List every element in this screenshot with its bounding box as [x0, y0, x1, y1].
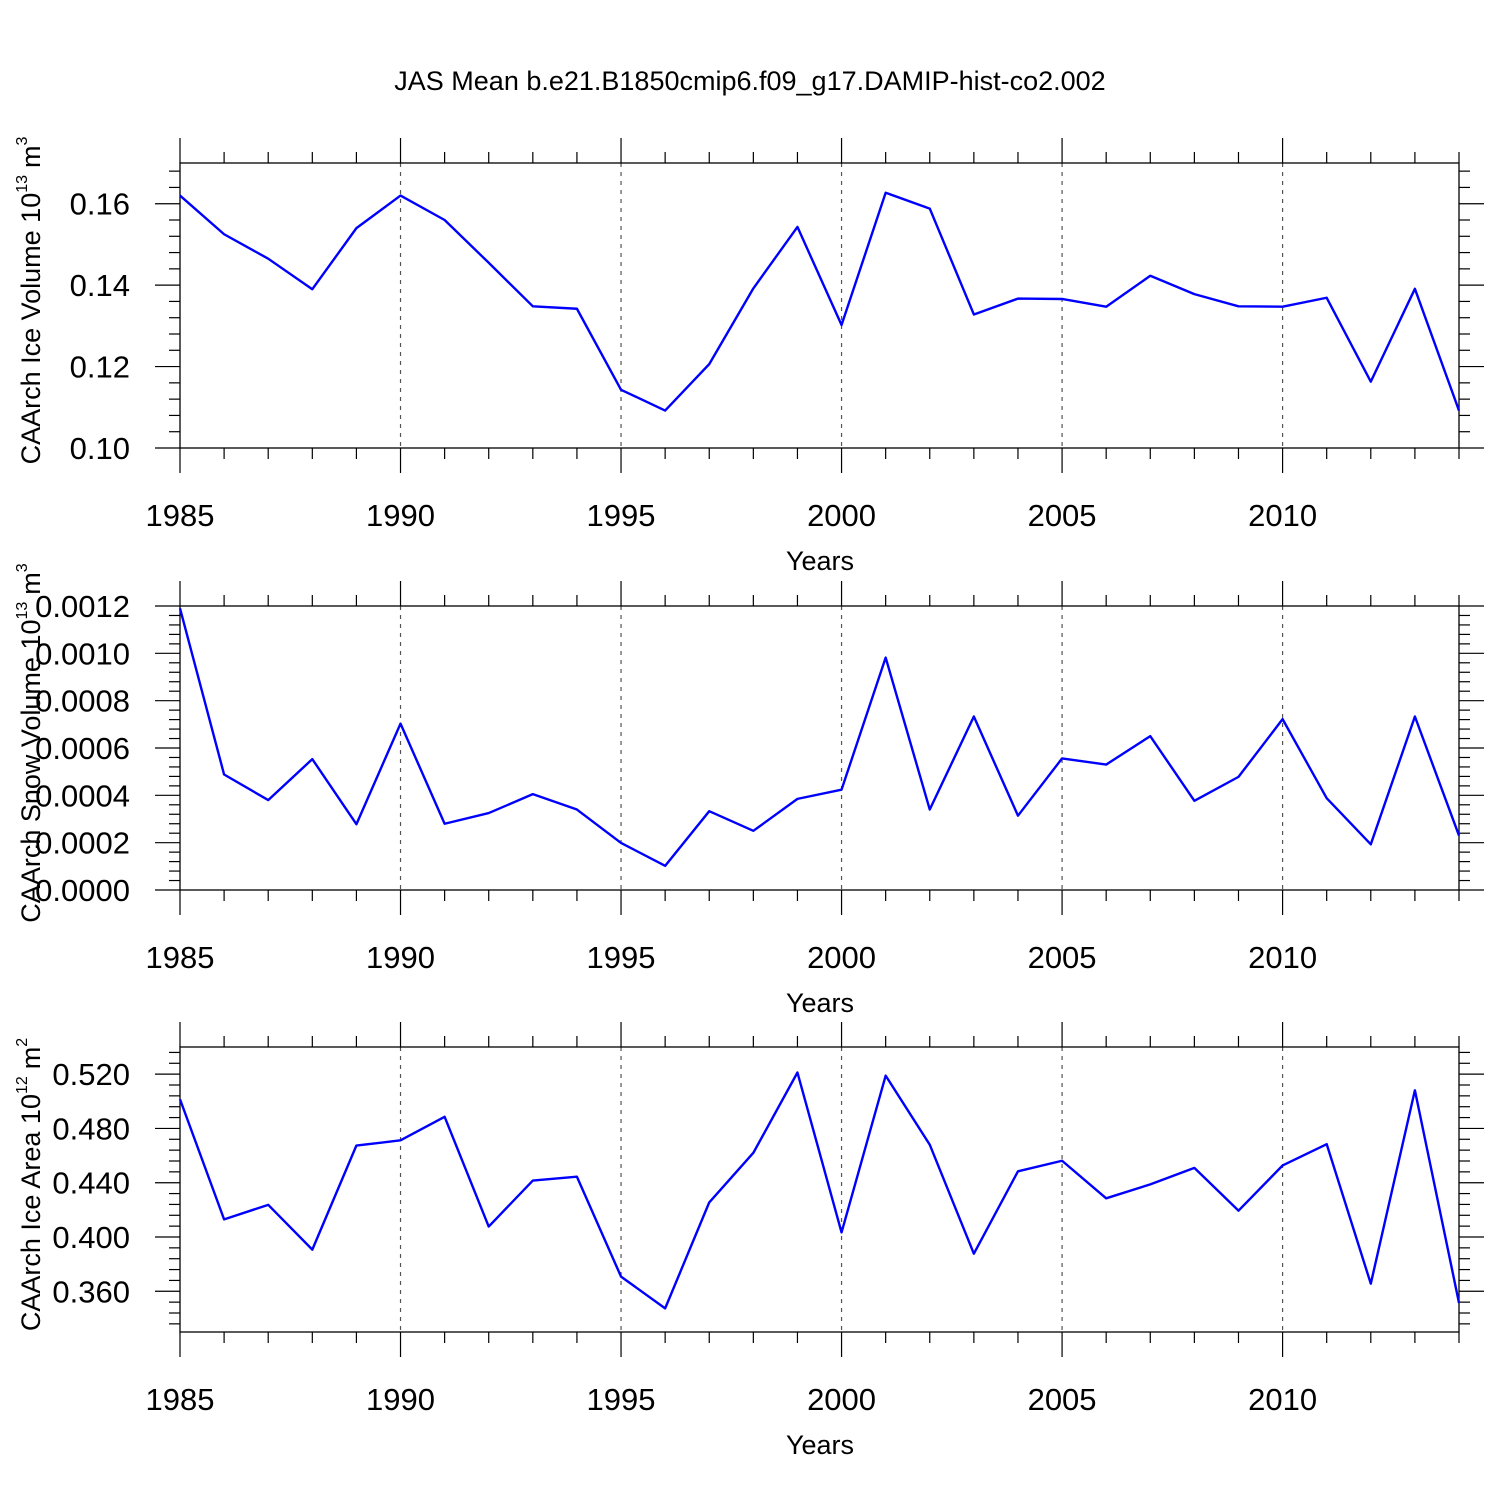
x-tick-label: 1985	[146, 940, 215, 975]
y-axis-label-unit-exponent: 3	[14, 136, 31, 145]
y-axis-label-main: CAArch Ice Volume 10	[16, 193, 46, 465]
plot-frame	[179, 162, 1460, 449]
y-tick-label: 0.0006	[35, 731, 130, 766]
series-line	[178, 608, 1461, 868]
plot-frame	[179, 605, 1460, 891]
panel-ice-area: 1985 1990 1995 2000 2005 2010 Years 0.360 0.400 0…	[14, 1022, 1484, 1460]
x-tick-label: 1995	[587, 1382, 656, 1417]
y-tick-label: 0.0010	[35, 636, 130, 671]
y-tick-label: 0.0002	[35, 826, 130, 861]
y-axis-label-exponent: 12	[14, 1076, 31, 1094]
panel-ice-volume: 1985 1990 1995 2000 2005 2010 Years 0.10 0.12 0.1…	[14, 136, 1484, 576]
y-axis-label-unit: m	[16, 145, 46, 168]
y-tick-label: 0.10	[70, 431, 130, 466]
x-tick-label: 1995	[587, 940, 656, 975]
x-axis-label: Years	[786, 1430, 854, 1460]
y-tick-label: 0.16	[70, 187, 130, 222]
x-tick-label: 1985	[146, 1382, 215, 1417]
y-tick-label: 0.14	[70, 268, 130, 303]
x-tick-label: 2005	[1028, 1382, 1097, 1417]
y-tick-label: 0.480	[52, 1111, 130, 1146]
y-tick-label: 0.440	[52, 1166, 130, 1201]
panel-snow-volume: 1985 1990 1995 2000 2005 2010 Years 0.0000 0.000…	[14, 563, 1484, 1018]
y-axis-label: CAArch Ice Area 1012 m2	[14, 1038, 46, 1331]
x-tick-label: 1995	[587, 498, 656, 533]
plot-frame	[179, 1046, 1460, 1333]
x-tick-label: 2000	[807, 1382, 876, 1417]
x-tick-label: 2000	[807, 940, 876, 975]
y-tick-label: 0.0008	[35, 684, 130, 719]
x-tick-label: 2010	[1248, 940, 1317, 975]
y-axis-label-main: CAArch Snow Volume 10	[16, 620, 46, 923]
y-axis-label-main: CAArch Ice Area 10	[16, 1094, 46, 1331]
y-tick-label: 0.0000	[35, 873, 130, 908]
y-axis-label-unit: m	[16, 1047, 46, 1070]
chart-title: JAS Mean b.e21.B1850cmip6.f09_g17.DAMIP-…	[394, 66, 1105, 96]
y-axis-label-exponent: 13	[14, 602, 31, 620]
y-axis-label: CAArch Ice Volume 1013 m3	[14, 136, 46, 464]
x-tick-label: 2010	[1248, 498, 1317, 533]
x-tick-label: 1990	[366, 498, 435, 533]
x-tick-label: 2010	[1248, 1382, 1317, 1417]
y-tick-label: 0.0004	[35, 778, 130, 813]
x-axis-label: Years	[786, 546, 854, 576]
y-tick-label: 0.400	[52, 1220, 130, 1255]
x-tick-label: 1985	[146, 498, 215, 533]
y-tick-label: 0.520	[52, 1057, 130, 1092]
y-tick-label: 0.12	[70, 350, 130, 385]
x-axis-label: Years	[786, 988, 854, 1018]
y-axis-label-unit-exponent: 2	[14, 1038, 31, 1047]
series-line	[179, 191, 1461, 412]
x-tick-label: 1990	[366, 1382, 435, 1417]
y-axis-label: CAArch Snow Volume 1013 m3	[14, 563, 46, 922]
x-tick-label: 2000	[807, 498, 876, 533]
y-tick-label: 0.360	[52, 1274, 130, 1309]
y-tick-label: 0.0012	[35, 589, 130, 624]
x-tick-label: 2005	[1028, 498, 1097, 533]
y-axis-label-exponent: 13	[14, 175, 31, 193]
y-axis-label-unit-exponent: 3	[14, 563, 31, 572]
x-tick-label: 2005	[1028, 940, 1097, 975]
x-tick-label: 1990	[366, 940, 435, 975]
series-line	[178, 1071, 1461, 1310]
y-axis-label-unit: m	[16, 572, 46, 595]
